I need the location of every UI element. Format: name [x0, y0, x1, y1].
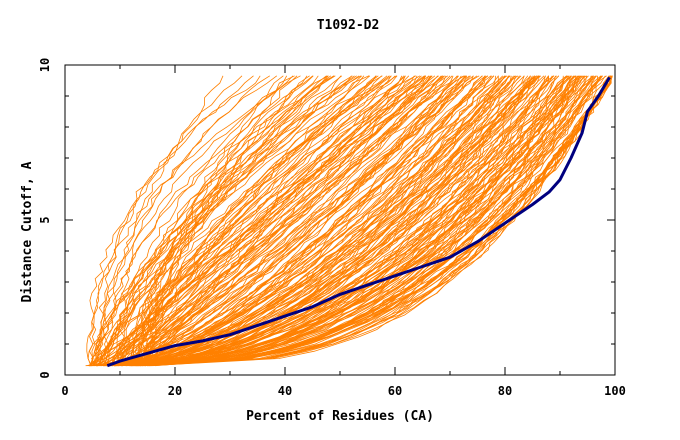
model-curve — [92, 75, 445, 366]
highlight-curve-group — [106, 76, 611, 368]
model-curve — [121, 75, 427, 367]
model-curve — [89, 75, 383, 366]
model-curve — [103, 75, 390, 366]
x-tick-label: 40 — [278, 384, 292, 398]
model-curve — [101, 75, 536, 367]
model-curve — [120, 75, 488, 367]
model-curve — [128, 75, 444, 367]
model-curve — [110, 75, 532, 367]
model-curve — [104, 75, 517, 367]
model-curve — [111, 75, 421, 366]
model-curve — [118, 75, 278, 366]
x-tick-label: 0 — [61, 384, 68, 398]
y-tick-label: 0 — [38, 371, 52, 378]
model-curve — [96, 75, 430, 366]
model-curve — [120, 75, 497, 367]
model-curve — [142, 75, 499, 367]
model-curve — [95, 75, 454, 367]
y-tick-label: 5 — [38, 216, 52, 223]
model-curve — [89, 75, 547, 367]
model-curve — [92, 75, 355, 366]
model-curve — [132, 75, 343, 366]
chart-title: T1092-D2 — [317, 18, 380, 33]
model-curves — [85, 75, 613, 367]
model-curve — [88, 75, 433, 367]
model-curve — [89, 75, 459, 367]
model-curve — [96, 75, 584, 367]
model-curve — [99, 75, 468, 367]
model-curve — [97, 75, 569, 367]
model-curve — [117, 75, 480, 367]
model-curve — [114, 75, 595, 367]
model-curve — [97, 75, 602, 367]
model-curve — [104, 75, 362, 366]
model-curve — [147, 75, 576, 367]
model-curve — [87, 75, 453, 367]
x-tick-label: 80 — [498, 384, 512, 398]
model-curve — [98, 75, 439, 366]
model-curve — [113, 75, 410, 366]
x-axis-label: Percent of Residues (CA) — [246, 409, 434, 424]
model-curve — [110, 75, 392, 366]
tick-labels: 0 20 40 60 80 100 0 5 10 — [38, 58, 626, 398]
model-curve — [128, 75, 377, 366]
model-curve — [91, 75, 596, 367]
model-curve — [142, 75, 549, 367]
model-curve — [110, 75, 494, 367]
model-curve — [103, 75, 483, 367]
model-curve — [99, 75, 392, 366]
model-curve — [87, 75, 301, 366]
model-curve — [110, 75, 451, 367]
x-tick-label: 20 — [168, 384, 182, 398]
x-tick-label: 100 — [604, 384, 626, 398]
model-curve — [104, 75, 506, 367]
model-curve — [133, 75, 546, 367]
model-curve — [103, 75, 390, 366]
model-curve — [103, 75, 585, 367]
model-curve — [109, 75, 525, 367]
model-curve — [99, 75, 525, 367]
model-curve — [114, 75, 464, 367]
axis-ticks — [64, 64, 616, 376]
model-curve — [149, 75, 549, 367]
model-curve — [129, 75, 474, 367]
model-curve — [89, 75, 602, 367]
model-curve — [93, 75, 537, 367]
model-curve — [123, 75, 377, 366]
model-curve — [115, 75, 288, 366]
model-curve — [125, 75, 332, 366]
model-curve — [89, 75, 602, 367]
model-curve — [119, 75, 417, 366]
model-curve — [91, 75, 360, 366]
y-tick-label: 10 — [38, 58, 52, 72]
model-curve — [100, 75, 478, 367]
model-curve — [121, 75, 470, 367]
model-curve — [137, 75, 319, 366]
model-curve — [88, 75, 611, 367]
model-curve — [141, 75, 589, 367]
model-curve — [95, 75, 295, 366]
highlight-curve — [106, 76, 611, 368]
x-tick-label: 60 — [388, 384, 402, 398]
model-curve — [97, 75, 538, 367]
y-axis-label: Distance Cutoff, A — [20, 161, 35, 302]
model-curve — [86, 75, 261, 366]
model-curve — [102, 75, 334, 366]
model-curve — [102, 75, 560, 367]
model-curve — [148, 75, 612, 367]
model-curve — [100, 75, 603, 367]
model-curve — [103, 75, 572, 367]
